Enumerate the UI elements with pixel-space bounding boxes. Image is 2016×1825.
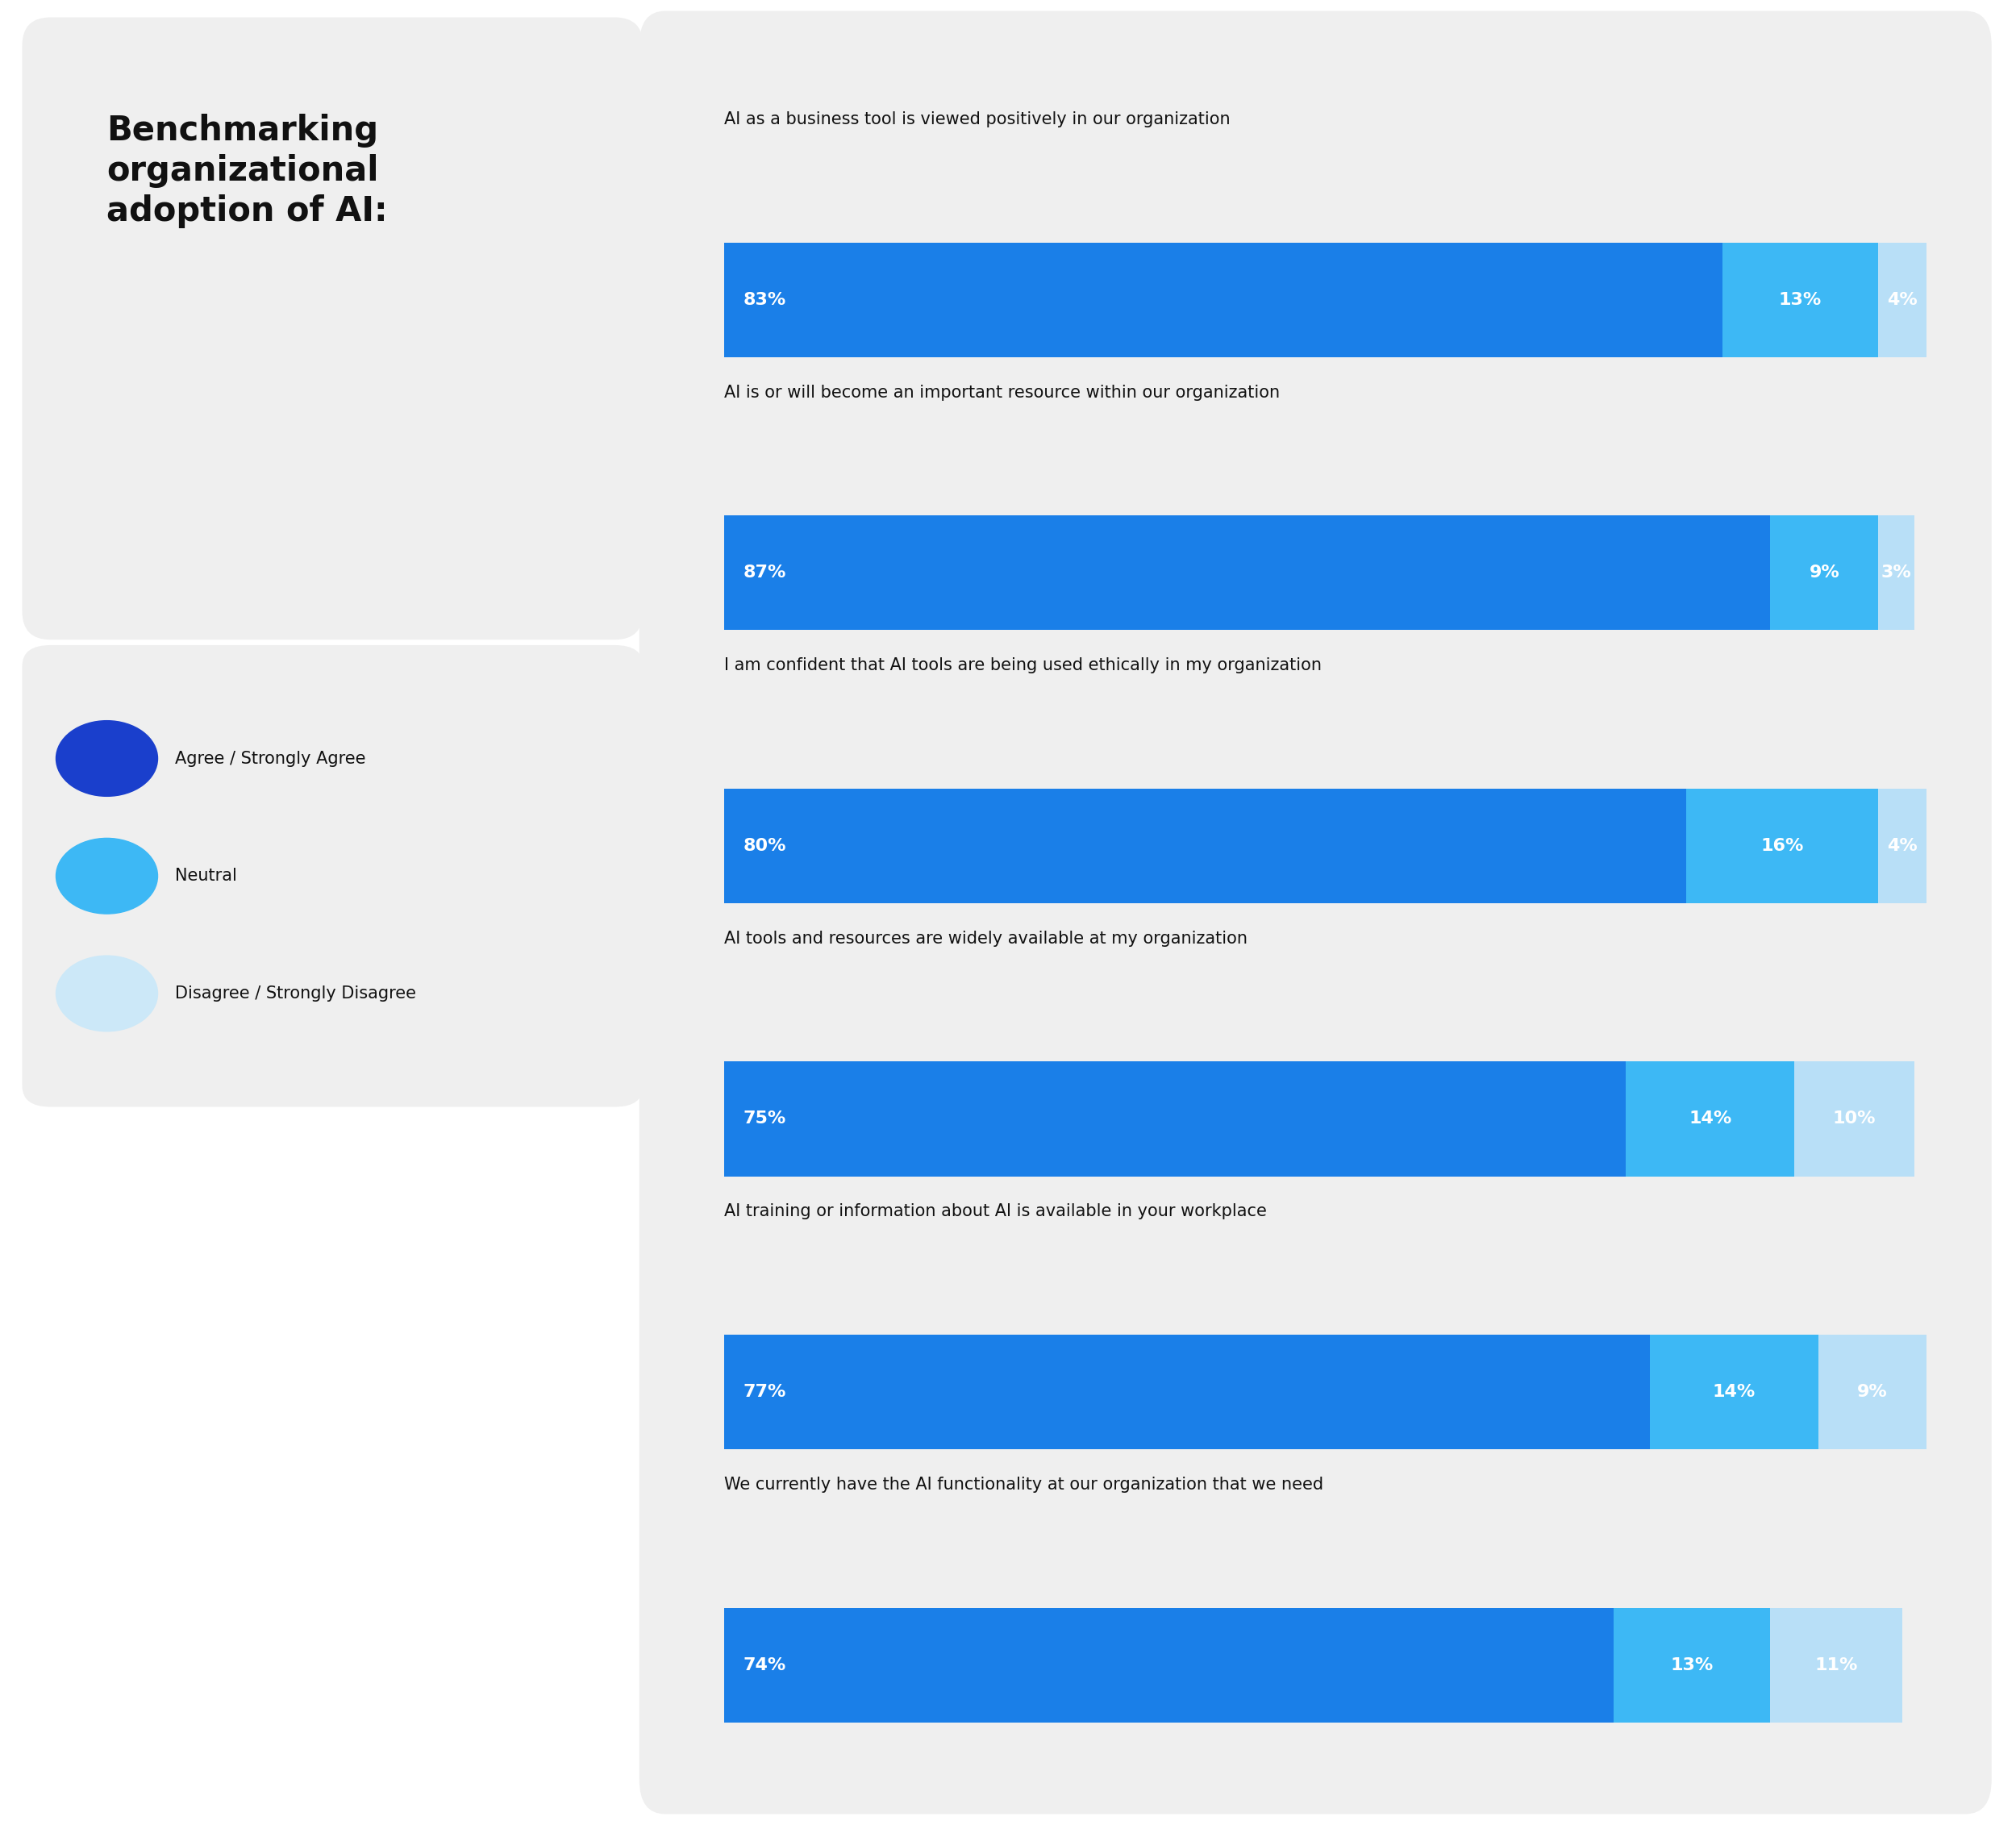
Text: 16%: 16% [1760,838,1804,854]
FancyBboxPatch shape [724,243,1722,358]
Text: 77%: 77% [744,1383,786,1400]
FancyBboxPatch shape [1879,515,1915,630]
Circle shape [56,838,157,914]
Text: 4%: 4% [1887,838,1917,854]
Text: 11%: 11% [1814,1657,1859,1674]
Text: AI training or information about AI is available in your workplace: AI training or information about AI is a… [724,1203,1266,1219]
FancyBboxPatch shape [724,515,1770,630]
Circle shape [56,956,157,1031]
FancyBboxPatch shape [1685,788,1879,903]
Text: AI tools and resources are widely available at my organization: AI tools and resources are widely availa… [724,931,1248,947]
FancyBboxPatch shape [639,11,1992,1814]
Text: 9%: 9% [1857,1383,1887,1400]
FancyBboxPatch shape [1879,243,1927,358]
FancyBboxPatch shape [22,644,643,1106]
FancyBboxPatch shape [1625,1062,1794,1177]
FancyBboxPatch shape [724,1334,1649,1449]
Text: Benchmarking
organizational
adoption of AI:: Benchmarking organizational adoption of … [107,113,387,228]
FancyBboxPatch shape [1770,1608,1903,1723]
FancyBboxPatch shape [1615,1608,1770,1723]
FancyBboxPatch shape [724,788,1685,903]
Text: 4%: 4% [1887,292,1917,308]
Text: 3%: 3% [1881,564,1911,580]
Text: We currently have the AI functionality at our organization that we need: We currently have the AI functionality a… [724,1476,1322,1493]
FancyBboxPatch shape [724,1608,1615,1723]
Text: 10%: 10% [1833,1111,1877,1128]
Text: AI as a business tool is viewed positively in our organization: AI as a business tool is viewed positive… [724,111,1230,128]
Text: 14%: 14% [1714,1383,1756,1400]
FancyBboxPatch shape [724,1062,1625,1177]
FancyBboxPatch shape [1818,1334,1927,1449]
FancyBboxPatch shape [1879,788,1927,903]
Text: 87%: 87% [744,564,786,580]
Text: Agree / Strongly Agree: Agree / Strongly Agree [175,750,365,766]
Text: 74%: 74% [744,1657,786,1674]
Text: 83%: 83% [744,292,786,308]
Text: Disagree / Strongly Disagree: Disagree / Strongly Disagree [175,985,415,1002]
Text: Neutral: Neutral [175,869,236,883]
Text: 14%: 14% [1689,1111,1732,1128]
Text: 13%: 13% [1778,292,1822,308]
Text: AI is or will become an important resource within our organization: AI is or will become an important resour… [724,385,1280,400]
Circle shape [56,721,157,796]
Text: 75%: 75% [744,1111,786,1128]
Text: I am confident that AI tools are being used ethically in my organization: I am confident that AI tools are being u… [724,657,1320,673]
FancyBboxPatch shape [22,16,643,641]
FancyBboxPatch shape [1722,243,1879,358]
FancyBboxPatch shape [1794,1062,1915,1177]
FancyBboxPatch shape [1649,1334,1818,1449]
Text: 9%: 9% [1808,564,1839,580]
Text: 80%: 80% [744,838,786,854]
Text: 13%: 13% [1671,1657,1714,1674]
FancyBboxPatch shape [1770,515,1879,630]
